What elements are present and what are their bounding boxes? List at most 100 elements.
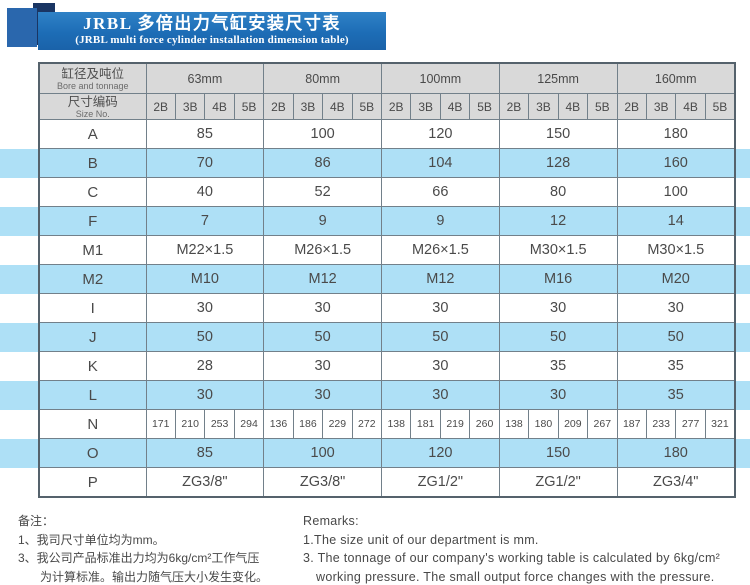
value-cell: 120 [381, 438, 500, 468]
value-cell: M30×1.5 [498, 235, 618, 265]
note-line: 3. The tonnage of our company's working … [303, 551, 721, 565]
value-cell: 9 [263, 206, 382, 236]
notes-right: Remarks: 1.The size unit of our departme… [303, 512, 748, 585]
value-cell: 150 [498, 438, 618, 468]
row-label: B [38, 148, 147, 178]
value-cell: 150 [498, 119, 618, 149]
row-label: M2 [38, 264, 147, 294]
value-cell: 138 [380, 409, 412, 439]
table-row: B 70 86 104 128 160 [38, 148, 736, 178]
size-code-cell: 3B [174, 93, 206, 120]
value-cell: 35 [498, 351, 618, 381]
table-header-row-bore: 缸径及吨位 Bore and tonnage 63mm 80mm 100mm 125mm 1… [38, 62, 736, 94]
row-label: M1 [38, 235, 147, 265]
value-cell: 50 [263, 322, 382, 352]
value-cell: ZG3/8" [145, 467, 265, 498]
size-code-cell: 4B [439, 93, 471, 120]
value-cell: 30 [381, 380, 500, 410]
dimension-table: 缸径及吨位 Bore and tonnage 63mm 80mm 100mm 125mm 1… [38, 62, 736, 498]
value-cell: 233 [645, 409, 677, 439]
value-cell: 50 [381, 322, 500, 352]
page-title-zh: JRBL 多倍出力气缸安装尺寸表 [83, 14, 341, 33]
value-cell: 30 [145, 293, 265, 323]
bore-header: 125mm [498, 62, 618, 94]
title-banner: JRBL 多倍出力气缸安装尺寸表 (JRBL multi force cylin… [38, 12, 386, 50]
value-cell: 30 [381, 293, 500, 323]
value-cell: 66 [381, 177, 500, 207]
table-row: A 85 100 120 150 180 [38, 119, 736, 149]
size-code-cell: 5B [351, 93, 383, 120]
size-code-cell: 2B [498, 93, 530, 120]
size-code-cell: 2B [380, 93, 412, 120]
note-line: working pressure. The small output force… [316, 569, 715, 584]
size-code-cell: 2B [263, 93, 294, 120]
value-cell: 277 [675, 409, 706, 439]
table-row: N 171 210 253 294 136 186 229 272 138 181 219 260 138… [38, 409, 736, 439]
value-cell: 50 [145, 322, 265, 352]
value-cell: 30 [145, 380, 265, 410]
table-row: O 85 100 120 150 180 [38, 438, 736, 468]
value-cell: 160 [616, 148, 736, 178]
value-cell: M12 [263, 264, 382, 294]
value-cell: 128 [498, 148, 618, 178]
value-cell: M30×1.5 [616, 235, 736, 265]
notes-left: 备注： 1、我司尺寸单位均为mm。 3、我公司产品标准出力均为6kg/cm²工作… [18, 512, 303, 585]
row-label: I [38, 293, 147, 323]
value-cell: 136 [263, 409, 294, 439]
size-code-cell: 5B [233, 93, 265, 120]
row-label: O [38, 438, 147, 468]
table-header-row-codes: 尺寸编码 Size No. 2B 3B 4B 5B 2B 3B 4B 5B 2B 3B 4B 5B 2B 3B… [38, 93, 736, 120]
value-cell: 209 [557, 409, 589, 439]
row-label: C [38, 177, 147, 207]
note-line: 为计算标准。输出力随气压大小发生变化。 [40, 569, 269, 584]
notes-right-title: Remarks: [303, 514, 359, 528]
size-code-cell: 5B [587, 93, 618, 120]
size-code-cell: 5B [704, 93, 736, 120]
value-cell: 180 [616, 438, 736, 468]
title-blue-square [7, 8, 37, 47]
page-title-en: (JRBL multi force cylinder installation … [75, 34, 349, 46]
table-row: C 40 52 66 80 100 [38, 177, 736, 207]
value-cell: 80 [498, 177, 618, 207]
value-cell: 272 [351, 409, 383, 439]
value-cell: 229 [322, 409, 353, 439]
value-cell: 100 [263, 119, 382, 149]
value-cell: 40 [145, 177, 265, 207]
bore-header: 160mm [616, 62, 736, 94]
note-line: 3、我公司产品标准出力均为6kg/cm²工作气压 [18, 551, 260, 565]
size-code-cell: 4B [557, 93, 589, 120]
value-cell: 100 [263, 438, 382, 468]
value-cell: 120 [381, 119, 500, 149]
value-cell: 28 [145, 351, 265, 381]
row-label: P [38, 467, 147, 498]
note-line: 1.The size unit of our department is mm. [303, 532, 539, 547]
size-no-label-en: Size No. [75, 108, 110, 119]
value-cell: M26×1.5 [263, 235, 382, 265]
bore-header: 80mm [263, 62, 382, 94]
corner-label-en: Bore and tonnage [56, 80, 129, 91]
table-row: F 7 9 9 12 14 [38, 206, 736, 236]
size-code-cell: 2B [145, 93, 176, 120]
value-cell: 30 [616, 293, 736, 323]
row-label: K [38, 351, 147, 381]
value-cell: M10 [145, 264, 265, 294]
value-cell: 180 [616, 119, 736, 149]
value-cell: 30 [263, 293, 382, 323]
value-cell: 30 [498, 293, 618, 323]
value-cell: 187 [616, 409, 647, 439]
value-cell: 104 [381, 148, 500, 178]
value-cell: 12 [498, 206, 618, 236]
value-cell: 86 [263, 148, 382, 178]
value-cell: 52 [263, 177, 382, 207]
value-cell: 50 [616, 322, 736, 352]
notes-left-title: 备注： [18, 514, 55, 528]
value-cell: 35 [616, 351, 736, 381]
table-row: J 50 50 50 50 50 [38, 322, 736, 352]
value-cell: M22×1.5 [145, 235, 265, 265]
value-cell: 180 [528, 409, 559, 439]
size-code-cell: 4B [204, 93, 235, 120]
table-row: I 30 30 30 30 30 [38, 293, 736, 323]
table-row: P ZG3/8" ZG3/8" ZG1/2" ZG1/2" ZG3/4" [38, 467, 736, 498]
value-cell: 30 [263, 351, 382, 381]
